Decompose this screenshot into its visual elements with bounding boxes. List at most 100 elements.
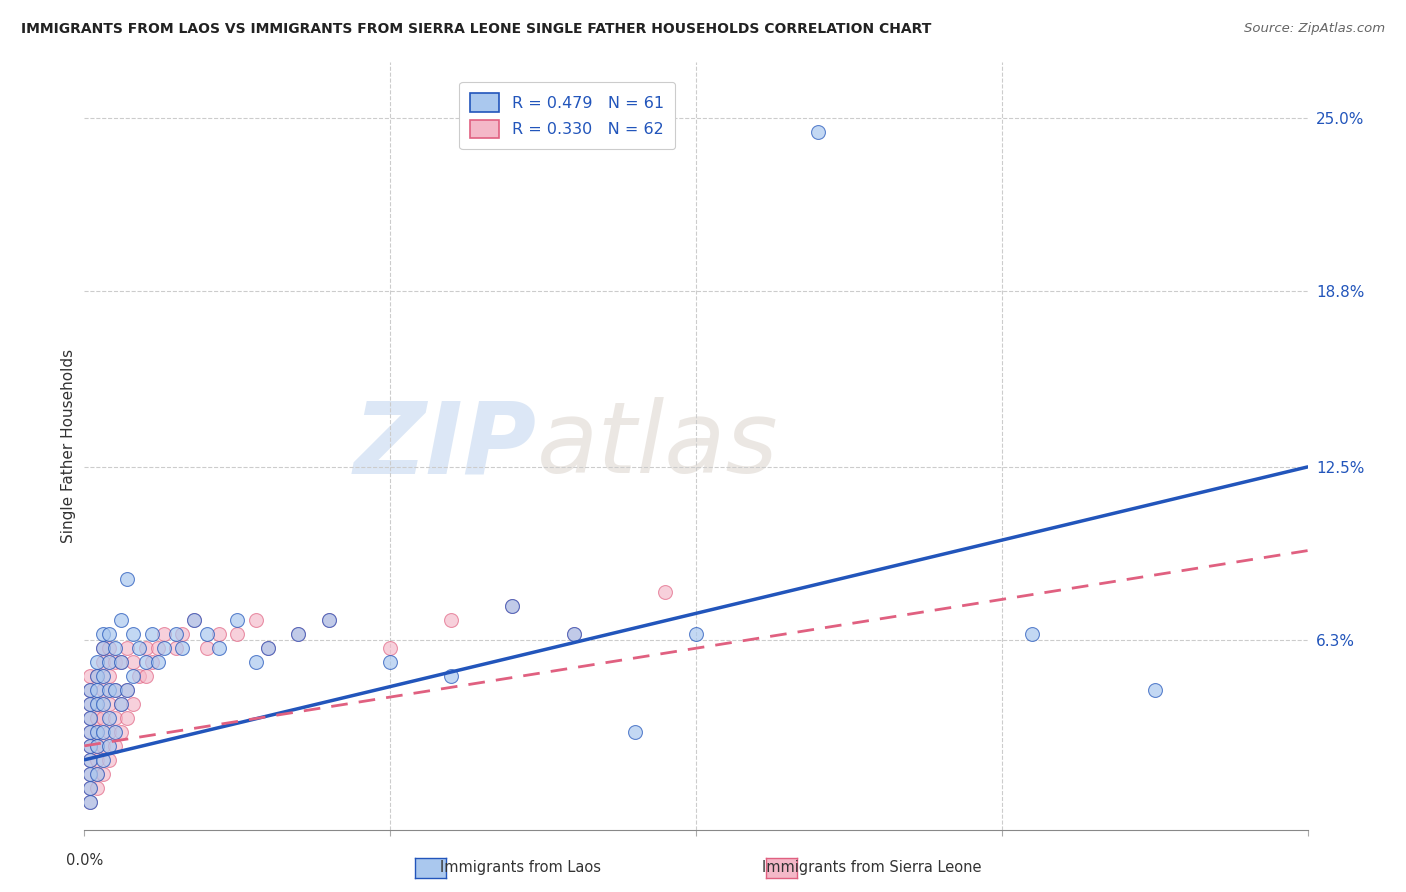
Point bbox=[104, 683, 127, 698]
Point bbox=[97, 641, 120, 656]
Point bbox=[257, 641, 280, 656]
Point bbox=[115, 641, 138, 656]
Point bbox=[86, 697, 108, 711]
Point bbox=[79, 753, 101, 767]
Point bbox=[183, 613, 205, 627]
Point bbox=[79, 739, 101, 753]
Point bbox=[97, 725, 120, 739]
Point bbox=[807, 125, 830, 139]
Point bbox=[86, 766, 108, 780]
Point bbox=[97, 711, 120, 725]
Point bbox=[79, 795, 101, 809]
Point bbox=[502, 599, 524, 614]
Point bbox=[172, 627, 194, 641]
Point bbox=[440, 669, 463, 683]
Point bbox=[79, 697, 101, 711]
Point bbox=[141, 655, 163, 669]
Point bbox=[318, 613, 340, 627]
Point bbox=[245, 655, 267, 669]
Point bbox=[135, 669, 157, 683]
Point bbox=[79, 697, 101, 711]
Point bbox=[135, 641, 157, 656]
Point bbox=[208, 641, 231, 656]
Point bbox=[122, 697, 145, 711]
Point bbox=[97, 697, 120, 711]
Legend: R = 0.479   N = 61, R = 0.330   N = 62: R = 0.479 N = 61, R = 0.330 N = 62 bbox=[460, 82, 675, 149]
Y-axis label: Single Father Households: Single Father Households bbox=[60, 349, 76, 543]
Point bbox=[79, 683, 101, 698]
Point bbox=[110, 697, 132, 711]
Point bbox=[104, 711, 127, 725]
Point bbox=[91, 683, 114, 698]
Text: Source: ZipAtlas.com: Source: ZipAtlas.com bbox=[1244, 22, 1385, 36]
Point bbox=[79, 766, 101, 780]
Point bbox=[110, 655, 132, 669]
Point bbox=[146, 641, 169, 656]
Point bbox=[104, 725, 127, 739]
Point bbox=[91, 655, 114, 669]
Point bbox=[122, 655, 145, 669]
Point bbox=[91, 711, 114, 725]
Point bbox=[86, 697, 108, 711]
Point bbox=[153, 641, 176, 656]
Point bbox=[654, 585, 676, 599]
Point bbox=[104, 683, 127, 698]
Point bbox=[86, 683, 108, 698]
Point bbox=[128, 641, 150, 656]
Point bbox=[86, 739, 108, 753]
Point bbox=[287, 627, 309, 641]
Point bbox=[86, 655, 108, 669]
Point bbox=[104, 655, 127, 669]
Point bbox=[135, 655, 157, 669]
Point bbox=[1143, 683, 1166, 698]
Point bbox=[86, 725, 108, 739]
Text: Immigrants from Sierra Leone: Immigrants from Sierra Leone bbox=[762, 860, 981, 874]
Point bbox=[115, 683, 138, 698]
Text: IMMIGRANTS FROM LAOS VS IMMIGRANTS FROM SIERRA LEONE SINGLE FATHER HOUSEHOLDS CO: IMMIGRANTS FROM LAOS VS IMMIGRANTS FROM … bbox=[21, 22, 931, 37]
Point bbox=[79, 683, 101, 698]
Point bbox=[226, 627, 249, 641]
Point bbox=[79, 725, 101, 739]
Point bbox=[380, 641, 402, 656]
Point bbox=[86, 780, 108, 795]
Point bbox=[502, 599, 524, 614]
Point bbox=[115, 572, 138, 586]
Point bbox=[79, 795, 101, 809]
Point bbox=[91, 753, 114, 767]
Point bbox=[318, 613, 340, 627]
Point bbox=[86, 725, 108, 739]
Point bbox=[86, 753, 108, 767]
Point bbox=[91, 697, 114, 711]
Point bbox=[165, 641, 187, 656]
Point bbox=[115, 711, 138, 725]
Point bbox=[79, 780, 101, 795]
Text: 0.0%: 0.0% bbox=[66, 853, 103, 868]
Point bbox=[146, 655, 169, 669]
Point bbox=[104, 641, 127, 656]
Text: atlas: atlas bbox=[537, 398, 779, 494]
Point bbox=[86, 669, 108, 683]
Point bbox=[165, 627, 187, 641]
Point bbox=[562, 627, 585, 641]
Point bbox=[86, 766, 108, 780]
Point bbox=[122, 669, 145, 683]
Point bbox=[91, 641, 114, 656]
Point bbox=[208, 627, 231, 641]
Point bbox=[1021, 627, 1043, 641]
Point bbox=[128, 669, 150, 683]
Point bbox=[97, 683, 120, 698]
Point bbox=[172, 641, 194, 656]
Point bbox=[79, 725, 101, 739]
Point bbox=[153, 627, 176, 641]
Point bbox=[79, 739, 101, 753]
Point bbox=[91, 627, 114, 641]
Point bbox=[91, 739, 114, 753]
Point bbox=[91, 669, 114, 683]
Point bbox=[440, 613, 463, 627]
Point bbox=[79, 669, 101, 683]
Point bbox=[562, 627, 585, 641]
Point bbox=[86, 669, 108, 683]
Point bbox=[97, 753, 120, 767]
Point bbox=[122, 627, 145, 641]
Point bbox=[91, 766, 114, 780]
